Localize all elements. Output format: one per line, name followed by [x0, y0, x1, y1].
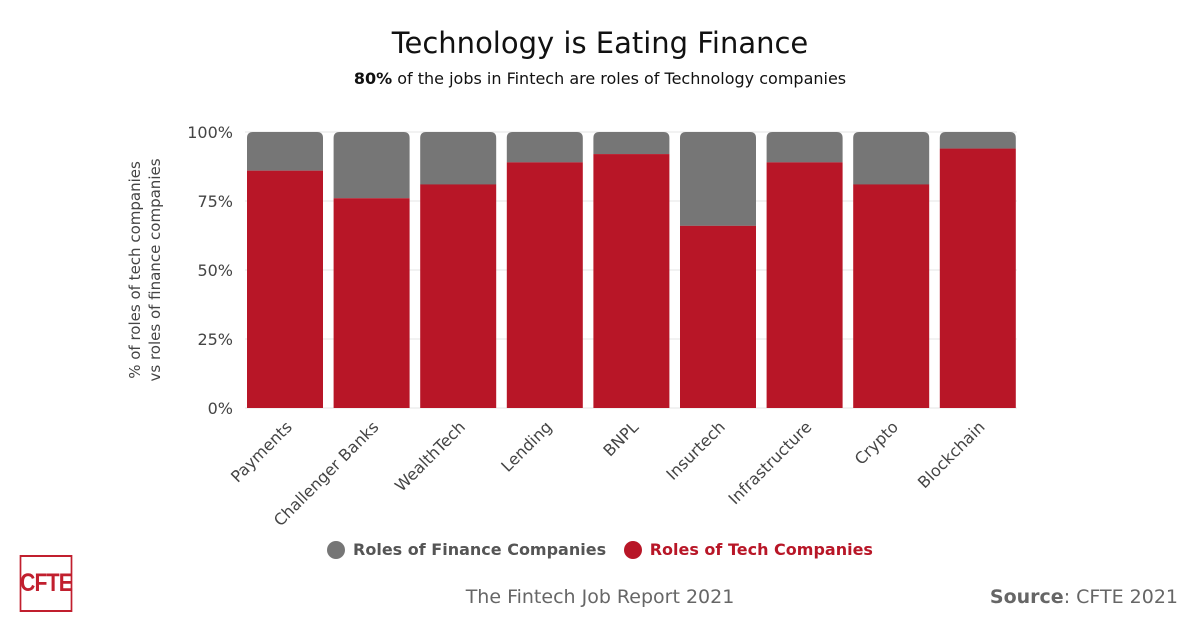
legend-label-tech: Roles of Tech Companies [649, 540, 873, 559]
bar-finance-insurtech [680, 132, 756, 226]
source-value: : CFTE 2021 [1063, 586, 1178, 608]
y-axis-label-line1: % of roles of tech companies [126, 161, 144, 379]
chart-subtitle: 80% of the jobs in Fintech are roles of … [0, 69, 1200, 88]
cfte-logo: CFTE [19, 555, 73, 612]
subtitle-highlight: 80% [353, 69, 393, 88]
bar-tech-infrastructure [766, 162, 843, 408]
y-tick-label: 75% [197, 192, 233, 211]
y-tick-label: 0% [208, 399, 233, 418]
bar-tech-insurtech [680, 225, 756, 408]
x-tick-label: Blockchain [914, 417, 989, 492]
legend: Roles of Finance Companies Roles of Tech… [0, 540, 1200, 563]
bar-finance-wealthtech [420, 132, 497, 185]
x-tick-label: Payments [227, 417, 296, 486]
x-tick-label: BNPL [599, 417, 642, 460]
legend-label-finance: Roles of Finance Companies [353, 540, 607, 559]
x-tick-label: WealthTech [391, 417, 469, 495]
bar-finance-lending [506, 132, 583, 163]
bar-finance-infrastructure [766, 132, 843, 163]
y-tick-label: 25% [197, 330, 233, 349]
report-name: The Fintech Job Report 2021 [465, 586, 735, 608]
bar-finance-bnpl [593, 132, 670, 155]
source-label: Source [989, 586, 1064, 608]
bar-finance-blockchain [939, 132, 1016, 149]
chart-title: Technology is Eating Finance [391, 26, 809, 60]
x-tick-label: Insurtech [662, 417, 728, 483]
subtitle-text: of the jobs in Fintech are roles of Tech… [392, 69, 847, 88]
bar-tech-wealthtech [420, 184, 497, 408]
legend-item-tech: Roles of Tech Companies [623, 540, 873, 559]
y-tick-label: 100% [187, 123, 233, 142]
bar-tech-blockchain [939, 148, 1016, 408]
legend-dot-finance [327, 540, 346, 559]
bar-tech-payments [247, 170, 323, 408]
legend-item-finance: Roles of Finance Companies [327, 540, 606, 559]
bar-tech-lending [506, 162, 583, 408]
x-tick-label: Crypto [851, 417, 902, 468]
bar-tech-bnpl [593, 154, 670, 408]
bar-finance-challenger-banks [333, 132, 410, 199]
x-tick-label: Lending [497, 417, 555, 475]
y-axis-label-line2: vs roles of finance companies [146, 158, 164, 381]
bar-finance-payments [247, 132, 323, 171]
legend-dot-tech [623, 540, 642, 559]
source: Source: CFTE 2021 [990, 586, 1178, 608]
x-tick-label: Infrastructure [725, 417, 816, 508]
bar-finance-crypto [853, 132, 930, 185]
bar-tech-challenger-banks [333, 198, 410, 408]
y-tick-label: 50% [197, 261, 233, 280]
bar-tech-crypto [853, 184, 930, 408]
